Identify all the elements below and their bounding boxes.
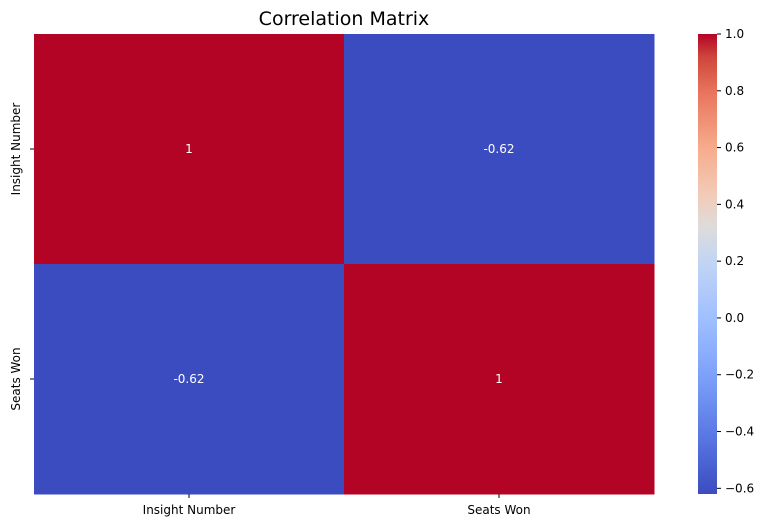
colorbar-ticks: 1.0 0.8 0.6 0.4 0.2 0.0 −0.2 −0.4 −0.6 <box>717 27 754 495</box>
colorbar-tick-label: 1.0 <box>725 27 744 41</box>
cell-value-label: 1 <box>495 372 503 386</box>
heatmap-cell <box>34 34 345 265</box>
colorbar: 1.0 0.8 0.6 0.4 0.2 0.0 −0.2 −0.4 −0.6 <box>698 27 754 495</box>
y-tick-label: Seats Won <box>9 347 23 410</box>
heatmap-cell <box>34 264 345 495</box>
colorbar-tick-label: 0.6 <box>725 141 744 155</box>
colorbar-tick-label: −0.4 <box>725 425 754 439</box>
colorbar-tick-label: −0.6 <box>725 481 754 495</box>
x-tick-label: Seats Won <box>467 503 530 517</box>
heatmap-cell-labels: 1 -0.62 -0.62 1 <box>173 142 514 386</box>
colorbar-tick-label: 0.2 <box>725 254 744 268</box>
heatmap-cells <box>34 34 655 495</box>
heatmap-cell <box>344 34 655 265</box>
y-tick-label: Insight Number <box>9 103 23 196</box>
x-axis: Insight Number Seats Won <box>143 494 531 517</box>
x-tick-label: Insight Number <box>143 503 236 517</box>
colorbar-tick-label: −0.2 <box>725 368 754 382</box>
heatmap-cell <box>344 264 655 495</box>
colorbar-tick-label: 0.8 <box>725 84 744 98</box>
colorbar-tick-label: 0.4 <box>725 197 744 211</box>
cell-value-label: -0.62 <box>483 142 514 156</box>
y-axis: Insight Number Seats Won <box>9 103 34 411</box>
colorbar-gradient <box>698 34 717 494</box>
chart-title: Correlation Matrix <box>259 8 430 30</box>
colorbar-tick-label: 0.0 <box>725 311 744 325</box>
cell-value-label: 1 <box>185 142 193 156</box>
cell-value-label: -0.62 <box>173 372 204 386</box>
